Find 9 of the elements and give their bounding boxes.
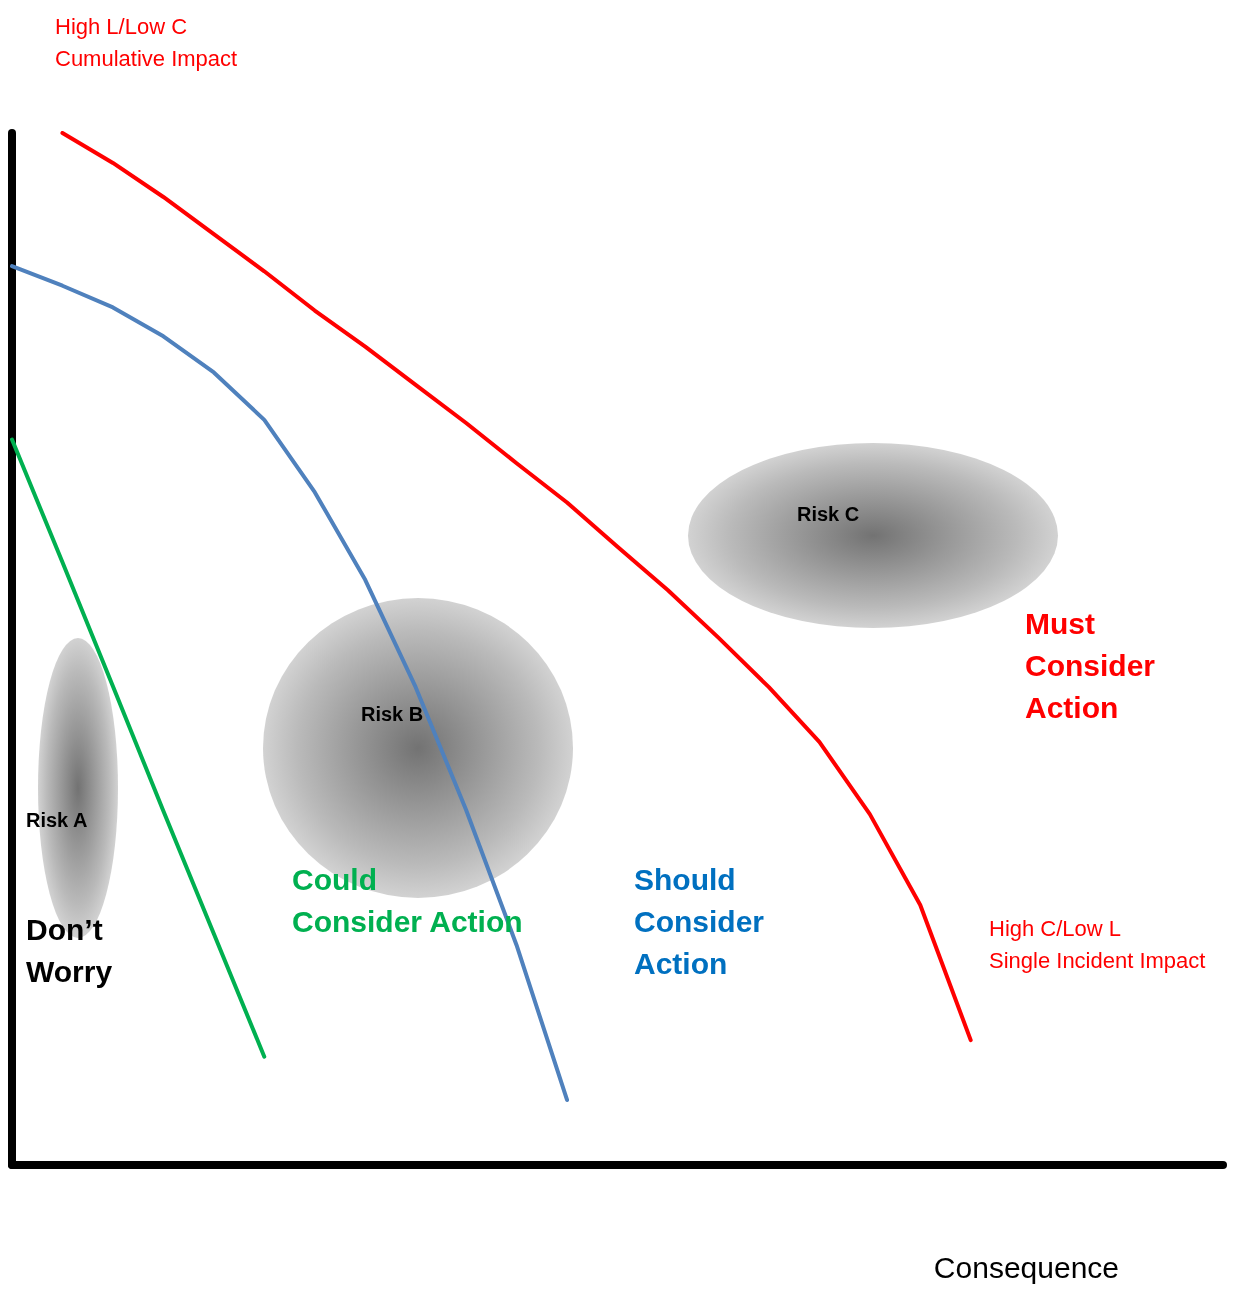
annotation: Risk B: [361, 703, 424, 725]
annotation: Don’t Worry: [26, 912, 113, 988]
annotation: High C/Low L Single Incident Impact: [989, 915, 1206, 973]
text: High L/Low C Cumulative Impact: [55, 13, 238, 71]
annotation: Should Consider Action: [634, 862, 765, 980]
annotation: Risk C: [797, 503, 860, 525]
x-axis-title: Consequence: [933, 1250, 1120, 1284]
annotation: Risk A: [26, 809, 88, 831]
annotation: Must Consider Action: [1025, 606, 1156, 724]
